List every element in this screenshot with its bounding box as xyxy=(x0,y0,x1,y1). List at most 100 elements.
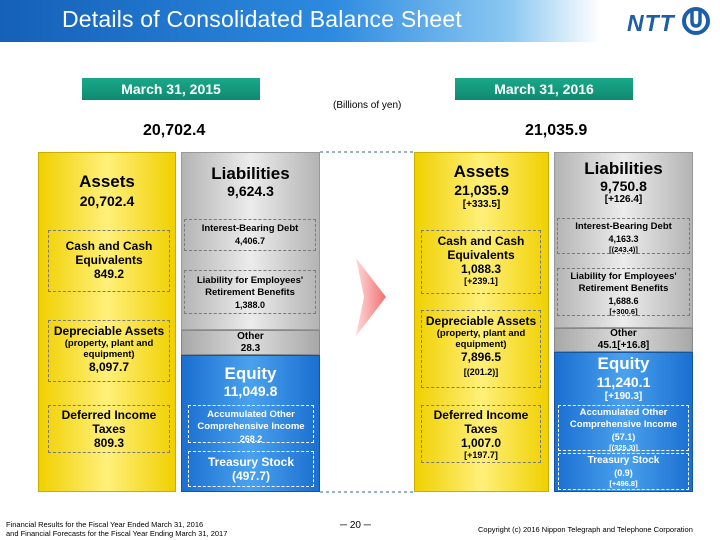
equity-column-2016 xyxy=(554,352,693,492)
ibd-box-2016: Interest-Bearing Debt 4,163.3 [(243.4)] xyxy=(557,218,690,254)
page-number: ─ 20 ─ xyxy=(340,520,371,531)
aoci-label-line1: Accumulated Other xyxy=(207,409,295,420)
deferred-tax-box-2015: Deferred Income Taxes 809.3 xyxy=(48,405,170,453)
ntt-logo-icon xyxy=(682,7,710,35)
dep-value: 8,097.7 xyxy=(88,360,130,374)
ts-label: Treasury Stock xyxy=(207,455,295,469)
arrow-right-icon xyxy=(356,258,386,336)
dep-label-line3: equipment) xyxy=(455,339,507,350)
treasury-stock-box-2015: Treasury Stock (497.7) xyxy=(188,451,314,487)
dit-change: [+197.7] xyxy=(464,450,498,460)
copyright: Copyright (c) 2016 Nippon Telegraph and … xyxy=(478,525,693,534)
dep-label-line2: (property, plant and xyxy=(64,338,154,349)
ntt-logo-text: NTT xyxy=(627,10,675,36)
dep-label-line1: Depreciable Assets xyxy=(425,314,537,328)
assets-title-2016: Assets xyxy=(453,162,510,181)
assets-value-2015: 20,702.4 xyxy=(79,193,135,209)
footer-line2: and Financial Forecasts for the Fiscal Y… xyxy=(6,529,228,538)
ts-value: (497.7) xyxy=(231,469,271,483)
dit-value: 809.3 xyxy=(93,436,125,450)
liabilities-change-2016: [+126.4] xyxy=(604,194,643,205)
liabilities-column-2015 xyxy=(181,152,320,330)
unit-label: (Billions of yen) xyxy=(333,100,402,111)
aoci-box-2016: Accumulated Other Comprehensive Income (… xyxy=(558,405,689,452)
liabilities-value-2016: 9,750.8 xyxy=(600,178,647,194)
total-2015: 20,702.4 xyxy=(143,122,206,139)
ibd-value: 4,163.3 xyxy=(608,234,639,244)
dit-label-line1: Deferred Income xyxy=(61,408,157,422)
other-liabilities-2016 xyxy=(554,328,693,352)
date-badge-2016: March 31, 2016 xyxy=(455,78,633,100)
assets-title-2015: Assets xyxy=(79,172,135,191)
aoci-change: [(325.3)] xyxy=(609,443,638,452)
employee-benefits-box-2016: Liability for Employees' Retirement Bene… xyxy=(557,268,690,316)
equity-value-2016: 11,240.1 xyxy=(596,374,651,390)
dep-label-line3: equipment) xyxy=(83,349,135,360)
dit-value: 1,007.0 xyxy=(460,436,502,450)
dep-value: 7,896.5 xyxy=(460,350,502,364)
dep-label-line1: Depreciable Assets xyxy=(53,324,165,338)
assets-change-2016: [+333.5] xyxy=(462,199,501,210)
cash-label-line1: Cash and Cash xyxy=(437,234,525,248)
other-value-2016: 45.1[+16.8] xyxy=(597,340,650,351)
date-badge-2015: March 31, 2015 xyxy=(82,78,260,100)
liabilities-title-2016: Liabilities xyxy=(584,159,663,178)
liabilities-title-2015: Liabilities xyxy=(211,164,290,183)
aoci-label-line1: Accumulated Other xyxy=(579,407,668,418)
ibd-change: [(243.4)] xyxy=(609,245,638,254)
depreciable-box-2016: Depreciable Assets (property, plant and … xyxy=(421,310,541,388)
deferred-tax-box-2016: Deferred Income Taxes 1,007.0 [+197.7] xyxy=(421,405,541,463)
cash-label-line1: Cash and Cash xyxy=(65,239,153,253)
emp-label-line2: Retirement Benefits xyxy=(205,287,295,298)
page-title: Details of Consolidated Balance Sheet xyxy=(62,6,462,32)
footer-line1: Financial Results for the Fiscal Year En… xyxy=(6,520,204,529)
emp-label-line1: Liability for Employees' xyxy=(570,271,677,282)
equity-column-2015 xyxy=(181,355,320,492)
other-label-2015: Other xyxy=(237,331,264,342)
aoci-box-2015: Accumulated Other Comprehensive Income 2… xyxy=(188,405,314,444)
title-bar xyxy=(0,0,600,42)
cash-box-2015: Cash and Cash Equivalents 849.2 xyxy=(48,230,170,292)
equity-title-2015: Equity xyxy=(224,364,277,383)
emp-value: 1,688.6 xyxy=(608,296,639,306)
ts-change: [+496.8] xyxy=(609,479,638,488)
liabilities-column-2016 xyxy=(554,152,693,328)
cash-change: [+239.1] xyxy=(464,276,498,286)
ibd-label: Interest-Bearing Debt xyxy=(575,221,672,232)
aoci-label-line2: Comprehensive Income xyxy=(569,419,678,430)
aoci-value: (57.1) xyxy=(611,432,636,442)
ibd-label: Interest-Bearing Debt xyxy=(201,223,299,234)
cash-value: 1,088.3 xyxy=(460,262,502,276)
assets-column-2016 xyxy=(414,152,549,492)
ts-label: Treasury Stock xyxy=(587,455,660,466)
treasury-stock-box-2016: Treasury Stock (0.9) [+496.8] xyxy=(558,453,689,490)
other-label-2016: Other xyxy=(610,328,637,339)
cash-label-line2: Equivalents xyxy=(75,253,143,267)
equity-change-2016: [+190.3] xyxy=(604,391,643,402)
emp-change: [+300.6] xyxy=(609,307,638,316)
ibd-box-2015: Interest-Bearing Debt 4,406.7 xyxy=(184,219,316,251)
emp-label-line1: Liability for Employees' xyxy=(196,275,304,286)
equity-value-2015: 11,049.8 xyxy=(223,383,278,399)
cash-value: 849.2 xyxy=(93,267,125,281)
dep-change: [(201.2)] xyxy=(463,367,499,377)
emp-value: 1,388.0 xyxy=(234,300,266,310)
dit-label-line2: Taxes xyxy=(464,422,498,436)
aoci-label-line2: Comprehensive Income xyxy=(197,421,305,432)
footer-left: Financial Results for the Fiscal Year En… xyxy=(6,520,227,538)
dep-label-line2: (property, plant and xyxy=(436,328,526,339)
ibd-value: 4,406.7 xyxy=(234,236,266,246)
employee-benefits-box-2015: Liability for Employees' Retirement Bene… xyxy=(184,270,316,314)
cash-box-2016: Cash and Cash Equivalents 1,088.3 [+239.… xyxy=(421,230,541,294)
other-liabilities-2015 xyxy=(181,330,320,355)
emp-label-line2: Retirement Benefits xyxy=(578,283,669,294)
equity-title-2016: Equity xyxy=(597,354,650,373)
aoci-value: 268.2 xyxy=(239,434,263,444)
dit-label-line1: Deferred Income xyxy=(433,408,529,422)
ts-value: (0.9) xyxy=(614,468,633,478)
assets-column-2015 xyxy=(38,152,176,492)
total-2016: 21,035.9 xyxy=(525,122,588,139)
depreciable-box-2015: Depreciable Assets (property, plant and … xyxy=(48,320,170,382)
other-value-2015: 28.3 xyxy=(240,343,261,354)
